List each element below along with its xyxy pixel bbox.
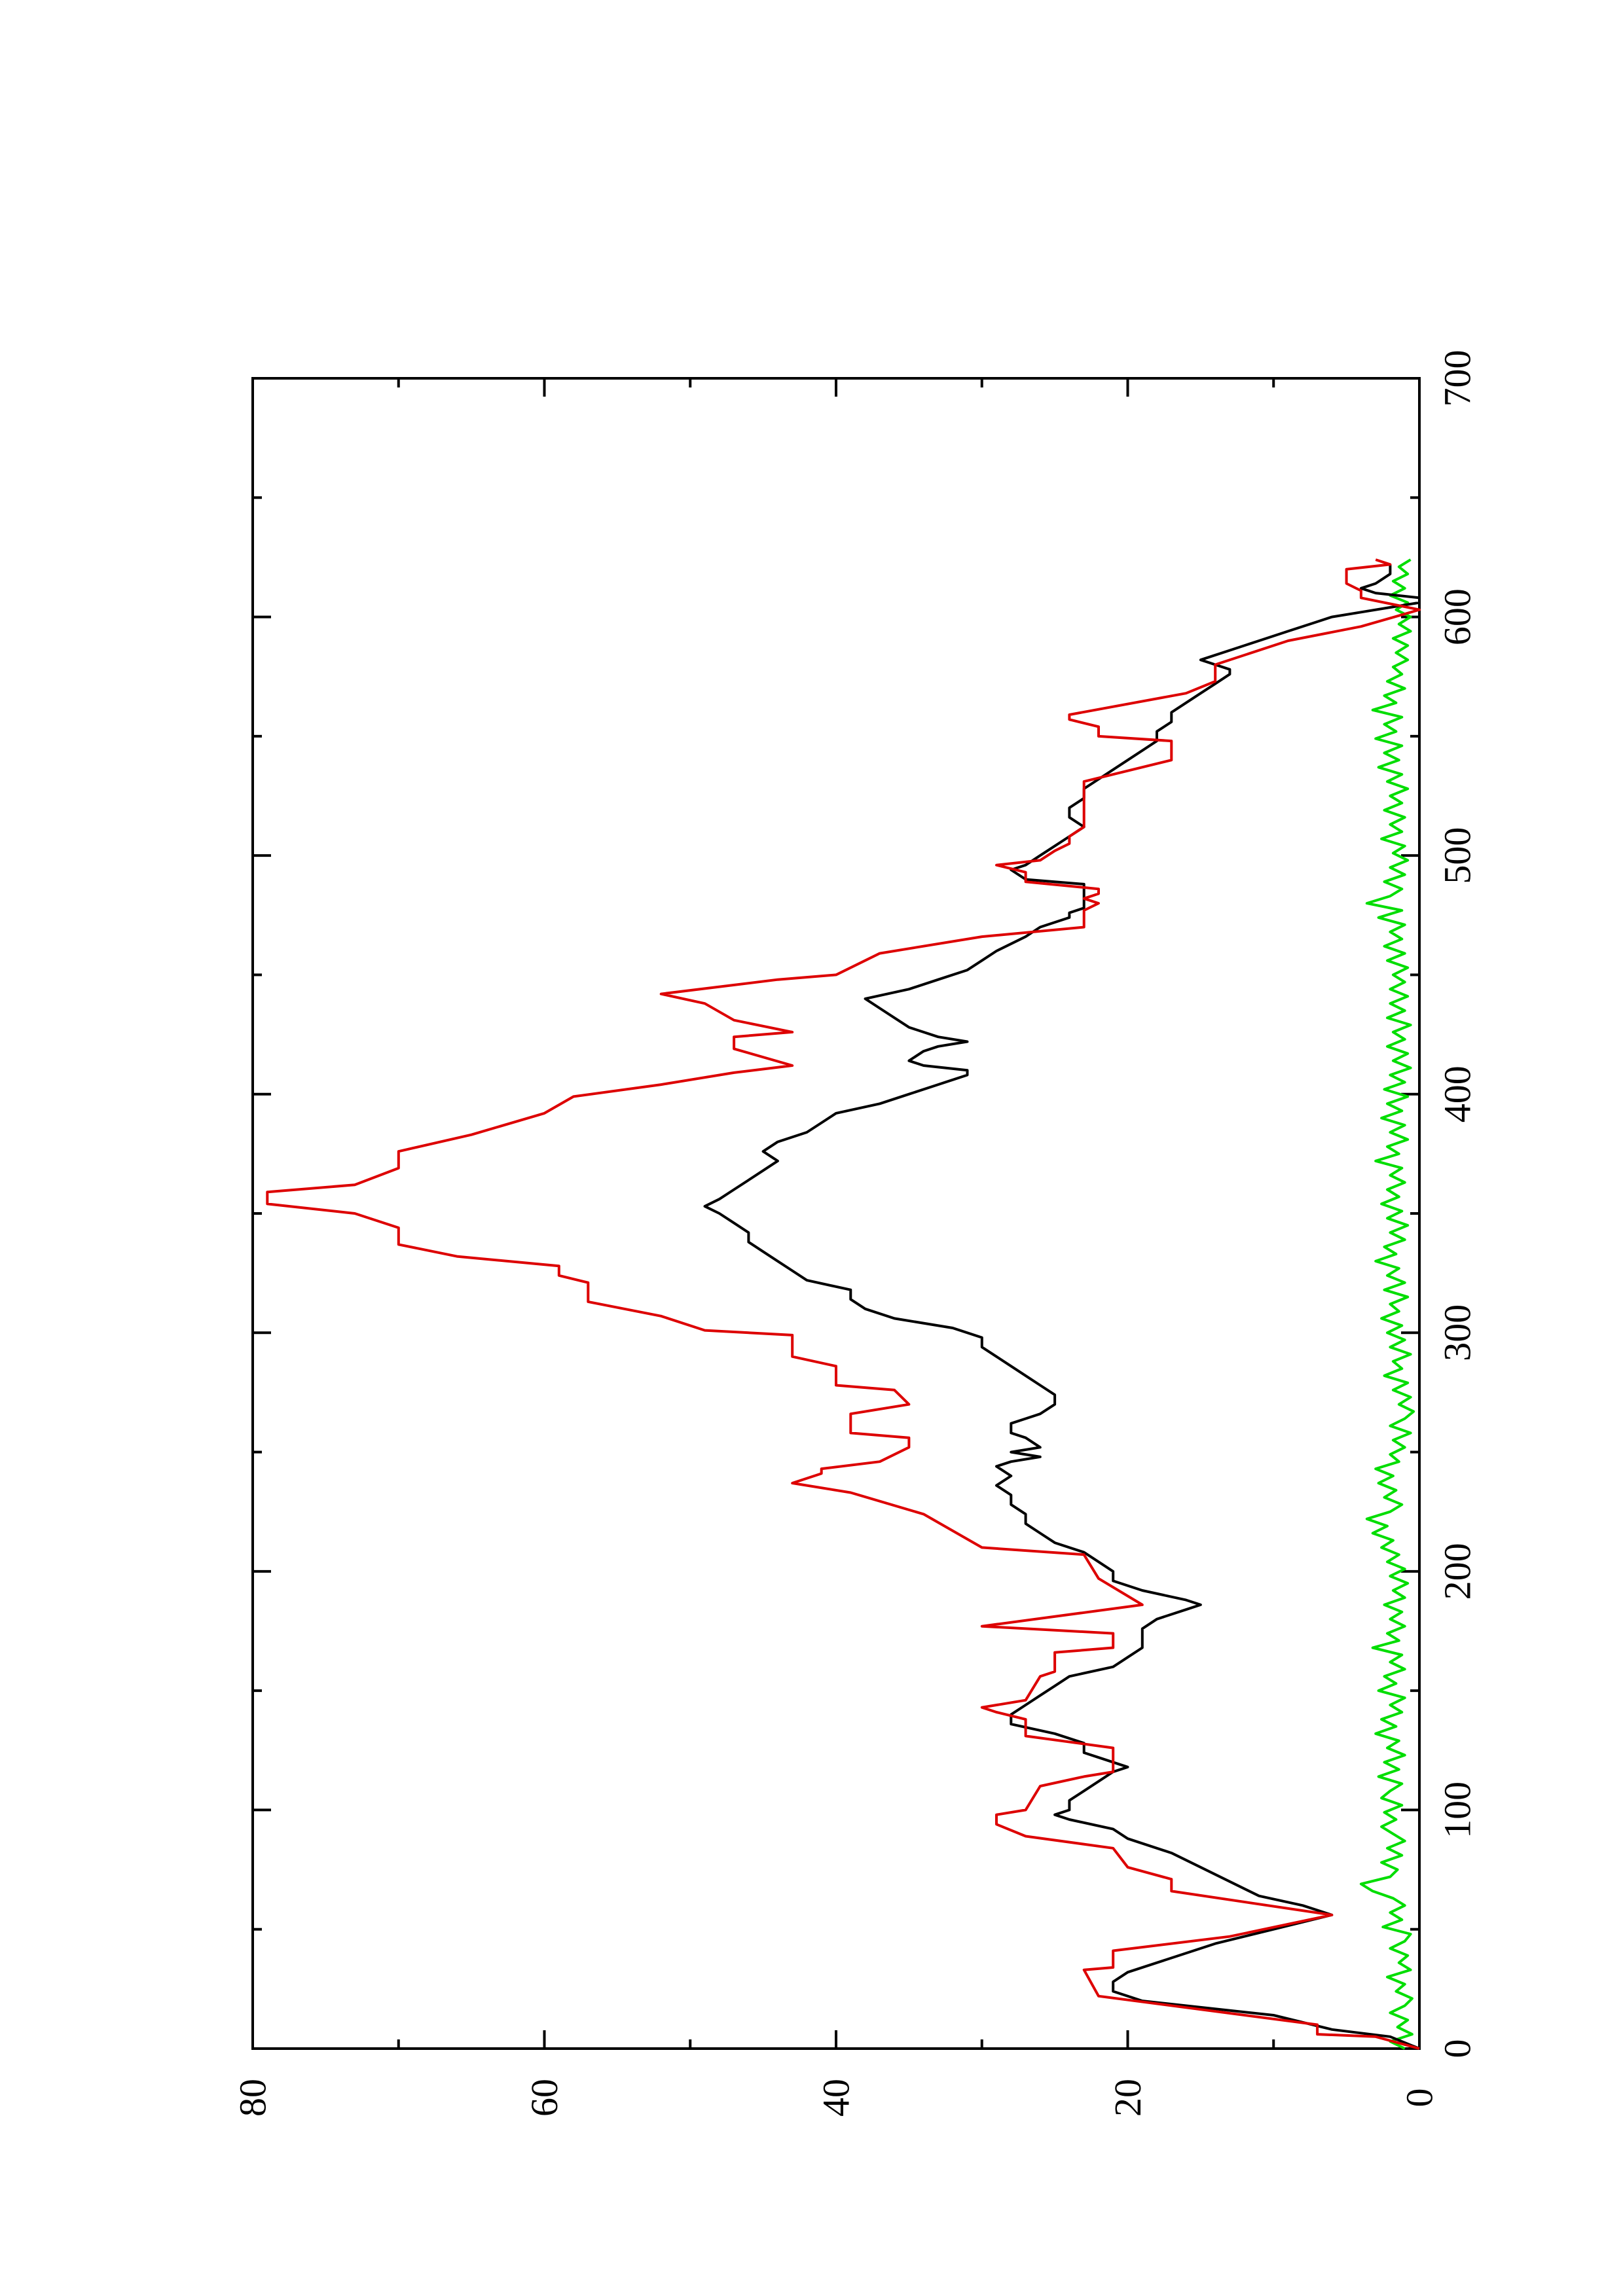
x-tick-label: 400	[1436, 1066, 1479, 1122]
x-tick-label: 200	[1436, 1543, 1479, 1600]
series-line-0	[266, 558, 1421, 2050]
x-tick-label: 700	[1436, 350, 1479, 407]
y-tick-label: 40	[815, 2079, 858, 2117]
plot-frame	[251, 377, 1421, 2050]
x-tick-label: 0	[1436, 2039, 1479, 2058]
axis-tick-labels: 0 100 200 300 400 500 600 700 0 20 40 60 80	[232, 350, 1479, 2117]
series-layer	[266, 558, 1421, 2050]
series-line-2	[1359, 558, 1415, 2050]
axis-ticks	[251, 377, 1421, 2050]
series-line-1	[703, 564, 1421, 2050]
y-tick-label: 0	[1398, 2089, 1441, 2108]
x-tick-label: 500	[1436, 827, 1479, 884]
y-tick-label: 20	[1106, 2079, 1149, 2117]
x-tick-label: 600	[1436, 588, 1479, 645]
y-tick-label: 80	[232, 2079, 274, 2117]
y-tick-label: 60	[523, 2079, 566, 2117]
x-tick-label: 300	[1436, 1304, 1479, 1361]
x-tick-label: 100	[1436, 1782, 1479, 1839]
